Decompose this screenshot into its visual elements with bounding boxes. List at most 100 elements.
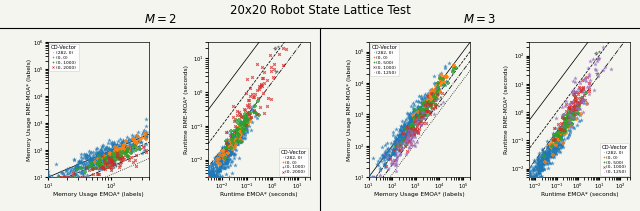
Point xyxy=(376,160,387,163)
Point xyxy=(104,147,114,151)
Point xyxy=(423,102,433,106)
Point xyxy=(382,155,392,158)
Point xyxy=(380,163,390,166)
Point xyxy=(393,138,403,142)
Point xyxy=(399,130,409,134)
Point xyxy=(228,137,238,140)
Point xyxy=(255,85,266,88)
Point xyxy=(424,97,435,100)
Point xyxy=(545,152,556,155)
Point xyxy=(569,105,579,108)
Point xyxy=(237,139,247,143)
Point xyxy=(225,145,236,149)
Point xyxy=(99,155,109,158)
Point xyxy=(128,146,138,150)
Point xyxy=(205,171,215,174)
Point xyxy=(556,105,566,108)
Point xyxy=(577,100,587,104)
Point xyxy=(416,97,426,100)
Point xyxy=(85,163,95,166)
Point xyxy=(234,128,244,131)
Point xyxy=(209,159,220,162)
Point xyxy=(387,162,397,165)
Point xyxy=(257,76,268,79)
Point xyxy=(418,116,428,119)
Point xyxy=(436,72,447,75)
Point xyxy=(115,147,125,150)
Point xyxy=(367,176,378,179)
Point xyxy=(227,141,237,145)
Point xyxy=(236,135,246,139)
Point xyxy=(112,155,122,158)
Point xyxy=(229,153,239,156)
Point xyxy=(417,101,427,104)
Point xyxy=(543,152,553,155)
Point xyxy=(90,162,100,165)
Point xyxy=(95,158,105,161)
Point xyxy=(590,62,600,65)
Point xyxy=(431,89,442,93)
Point xyxy=(141,131,151,134)
Point xyxy=(534,164,544,167)
Point xyxy=(406,119,416,122)
Point xyxy=(221,139,231,142)
Point xyxy=(530,165,540,169)
Point xyxy=(230,138,241,142)
Point xyxy=(134,147,144,150)
Point xyxy=(224,146,234,149)
Point xyxy=(397,131,408,135)
Point xyxy=(411,113,421,117)
Point xyxy=(113,145,124,149)
Point xyxy=(394,135,404,138)
Point xyxy=(223,165,233,169)
Point xyxy=(404,129,415,133)
Point xyxy=(414,110,424,114)
Point xyxy=(236,131,246,135)
Point xyxy=(214,169,225,172)
Point xyxy=(138,136,148,139)
Point xyxy=(221,161,232,165)
Point xyxy=(413,111,423,114)
Point xyxy=(235,136,245,139)
Point xyxy=(84,168,95,172)
Point xyxy=(79,153,89,156)
Point xyxy=(383,154,394,157)
Point xyxy=(403,132,413,135)
Point xyxy=(396,124,406,127)
Point xyxy=(561,131,571,135)
Point xyxy=(236,124,246,127)
Point xyxy=(69,172,79,176)
Point xyxy=(116,146,126,150)
Point xyxy=(425,93,435,96)
Point xyxy=(408,125,419,128)
Point xyxy=(388,148,398,151)
Point xyxy=(73,165,83,169)
Point xyxy=(576,100,586,104)
Point xyxy=(405,123,415,126)
Point xyxy=(559,113,570,116)
Point xyxy=(559,116,570,120)
Point xyxy=(214,169,225,173)
Point xyxy=(435,77,445,80)
Point xyxy=(538,161,548,165)
Point xyxy=(70,169,80,173)
Point xyxy=(536,162,547,165)
Point xyxy=(388,139,399,143)
Point xyxy=(422,109,432,112)
Point xyxy=(99,154,109,157)
Point xyxy=(106,158,116,162)
Point xyxy=(226,139,236,142)
Point xyxy=(420,101,430,104)
Point xyxy=(115,154,125,158)
Point xyxy=(115,150,125,153)
Point xyxy=(566,100,576,104)
Point xyxy=(220,155,230,158)
Point xyxy=(102,153,113,156)
Point xyxy=(212,152,223,155)
Point xyxy=(561,100,571,103)
Point xyxy=(203,176,213,179)
Point xyxy=(239,129,249,132)
Point xyxy=(114,143,124,146)
Point xyxy=(406,118,416,121)
Point xyxy=(65,169,75,173)
